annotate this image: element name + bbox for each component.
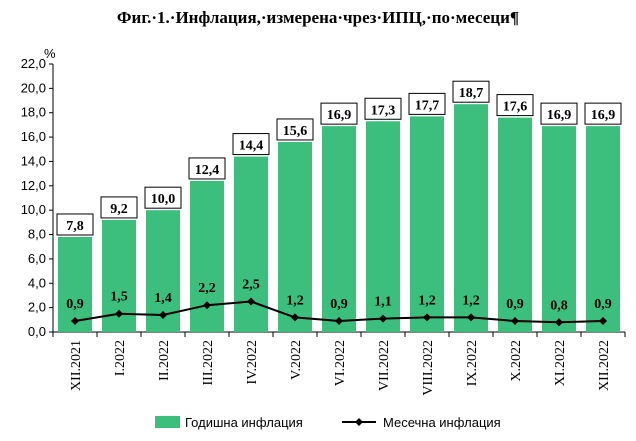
line-data-label: 0,9 <box>506 297 524 312</box>
category-label: VIII.2022 <box>421 340 436 396</box>
bar <box>190 180 224 332</box>
bar <box>322 126 356 332</box>
category-label: VII.2022 <box>377 340 392 391</box>
y-tick-label: 14,0 <box>21 153 46 168</box>
bar-data-label: 16,9 <box>327 108 352 123</box>
line-data-label: 1,5 <box>110 290 128 305</box>
bar-data-label: 17,7 <box>415 98 440 113</box>
bar-label-box <box>188 157 226 180</box>
line-marker <box>247 297 255 306</box>
y-tick-label: 10,0 <box>21 202 46 217</box>
line-marker <box>291 313 299 322</box>
bar-data-label: 15,6 <box>283 124 308 139</box>
line-data-label: 1,2 <box>462 293 480 308</box>
y-tick-label: 4,0 <box>28 275 46 290</box>
bar <box>454 104 488 332</box>
line-labels-group: 0,9 1,5 1,4 2,2 2,5 1,2 0,9 1,1 1,2 1,2 0,9 0,8 0,9 <box>66 278 612 314</box>
line-marker <box>203 301 211 310</box>
line-marker <box>423 313 431 322</box>
category-label: X.2022 <box>509 340 524 382</box>
line-marker <box>555 318 563 327</box>
bar-data-label: 10,0 <box>151 192 176 207</box>
line-data-label: 0,9 <box>66 297 84 312</box>
bar-label-box <box>276 118 314 141</box>
category-labels-group: XII.2021 I.2022 II.2022 III.2022 IV.2022 V.20… <box>69 340 612 396</box>
y-tick-label: 8,0 <box>28 227 46 242</box>
bar-data-label: 16,9 <box>591 108 616 123</box>
category-label: V.2022 <box>289 340 304 380</box>
bar-label-box <box>584 102 622 125</box>
bar-data-label: 12,4 <box>195 163 220 178</box>
bar-label-box <box>364 97 402 120</box>
category-label: I.2022 <box>113 340 128 376</box>
line-marker <box>599 317 607 326</box>
line-marker <box>511 317 519 326</box>
bar-label-box <box>100 196 138 219</box>
line-data-label: 0,9 <box>330 297 348 312</box>
line-marker <box>115 309 123 318</box>
line-data-label: 1,1 <box>374 295 392 310</box>
chart-title: Фиг.·1.·Инфлация,·измерена·чрез·ИПЦ,·по·… <box>116 8 520 27</box>
y-tick-label: 0,0 <box>28 324 46 339</box>
category-label: IX.2022 <box>465 340 480 386</box>
category-label: XI.2022 <box>553 340 568 386</box>
line-data-label: 1,2 <box>286 293 304 308</box>
bar-label-box <box>496 94 534 117</box>
category-label: XII.2022 <box>597 340 612 391</box>
category-label: II.2022 <box>157 340 172 381</box>
line-data-label: 1,2 <box>418 293 436 308</box>
bar-label-box <box>408 92 446 115</box>
bar-data-label: 17,6 <box>503 100 528 115</box>
category-label: IV.2022 <box>245 340 260 384</box>
line-data-label: 2,2 <box>198 281 216 296</box>
line-data-label: 0,9 <box>594 297 612 312</box>
y-tick-label: 6,0 <box>28 251 46 266</box>
bar-data-label: 18,7 <box>459 86 484 101</box>
bar-data-label: 17,3 <box>371 103 396 118</box>
line-marker <box>379 314 387 323</box>
bar <box>278 141 312 332</box>
bar <box>410 116 444 332</box>
legend-label-line: Месечна инфлация <box>383 415 501 430</box>
bar-label-box <box>452 80 490 103</box>
line-data-label: 2,5 <box>242 278 260 293</box>
line-marker <box>159 310 167 319</box>
y-tick-label: 18,0 <box>21 105 46 120</box>
bar-label-box <box>232 133 270 156</box>
y-tick-label: 12,0 <box>21 178 46 193</box>
bar-label-box <box>56 213 94 236</box>
bar <box>542 126 576 332</box>
bar <box>366 121 400 332</box>
legend-label-bar: Годишна инфлация <box>185 415 303 430</box>
legend-swatch-marker <box>355 418 363 426</box>
bar-data-label: 16,9 <box>547 108 572 123</box>
y-tick-label: 20,0 <box>21 80 46 95</box>
line-marker <box>71 317 79 326</box>
bar-data-label: 14,4 <box>239 139 264 154</box>
y-tick-label: 22,0 <box>21 56 46 71</box>
line-series-group <box>71 297 607 327</box>
bar-label-box <box>320 102 358 125</box>
bar-labels-group: 7,8 9,2 10,0 12,4 14,4 15,6 16,9 17,3 17,7 18,7 17… <box>56 80 622 236</box>
legend-swatch-bar <box>155 416 180 428</box>
bar <box>586 126 620 332</box>
line-marker <box>335 317 343 326</box>
bar-label-box <box>540 102 578 125</box>
bar <box>58 236 92 332</box>
y-tick-label: 2,0 <box>28 300 46 315</box>
bar-label-box <box>144 186 182 209</box>
category-label: XII.2021 <box>69 340 84 391</box>
category-label: VI.2022 <box>333 340 348 386</box>
category-label: III.2022 <box>201 340 216 386</box>
line-data-label: 0,8 <box>550 298 568 313</box>
line-data-label: 1,4 <box>154 291 172 306</box>
bar <box>498 117 532 332</box>
y-tick-label: 16,0 <box>21 129 46 144</box>
y-unit-label: % <box>44 46 56 61</box>
bar-data-label: 7,8 <box>66 219 84 234</box>
legend: Годишна инфлация Месечна инфлация <box>155 415 501 430</box>
bar-data-label: 9,2 <box>110 202 128 217</box>
line-marker <box>467 313 475 322</box>
